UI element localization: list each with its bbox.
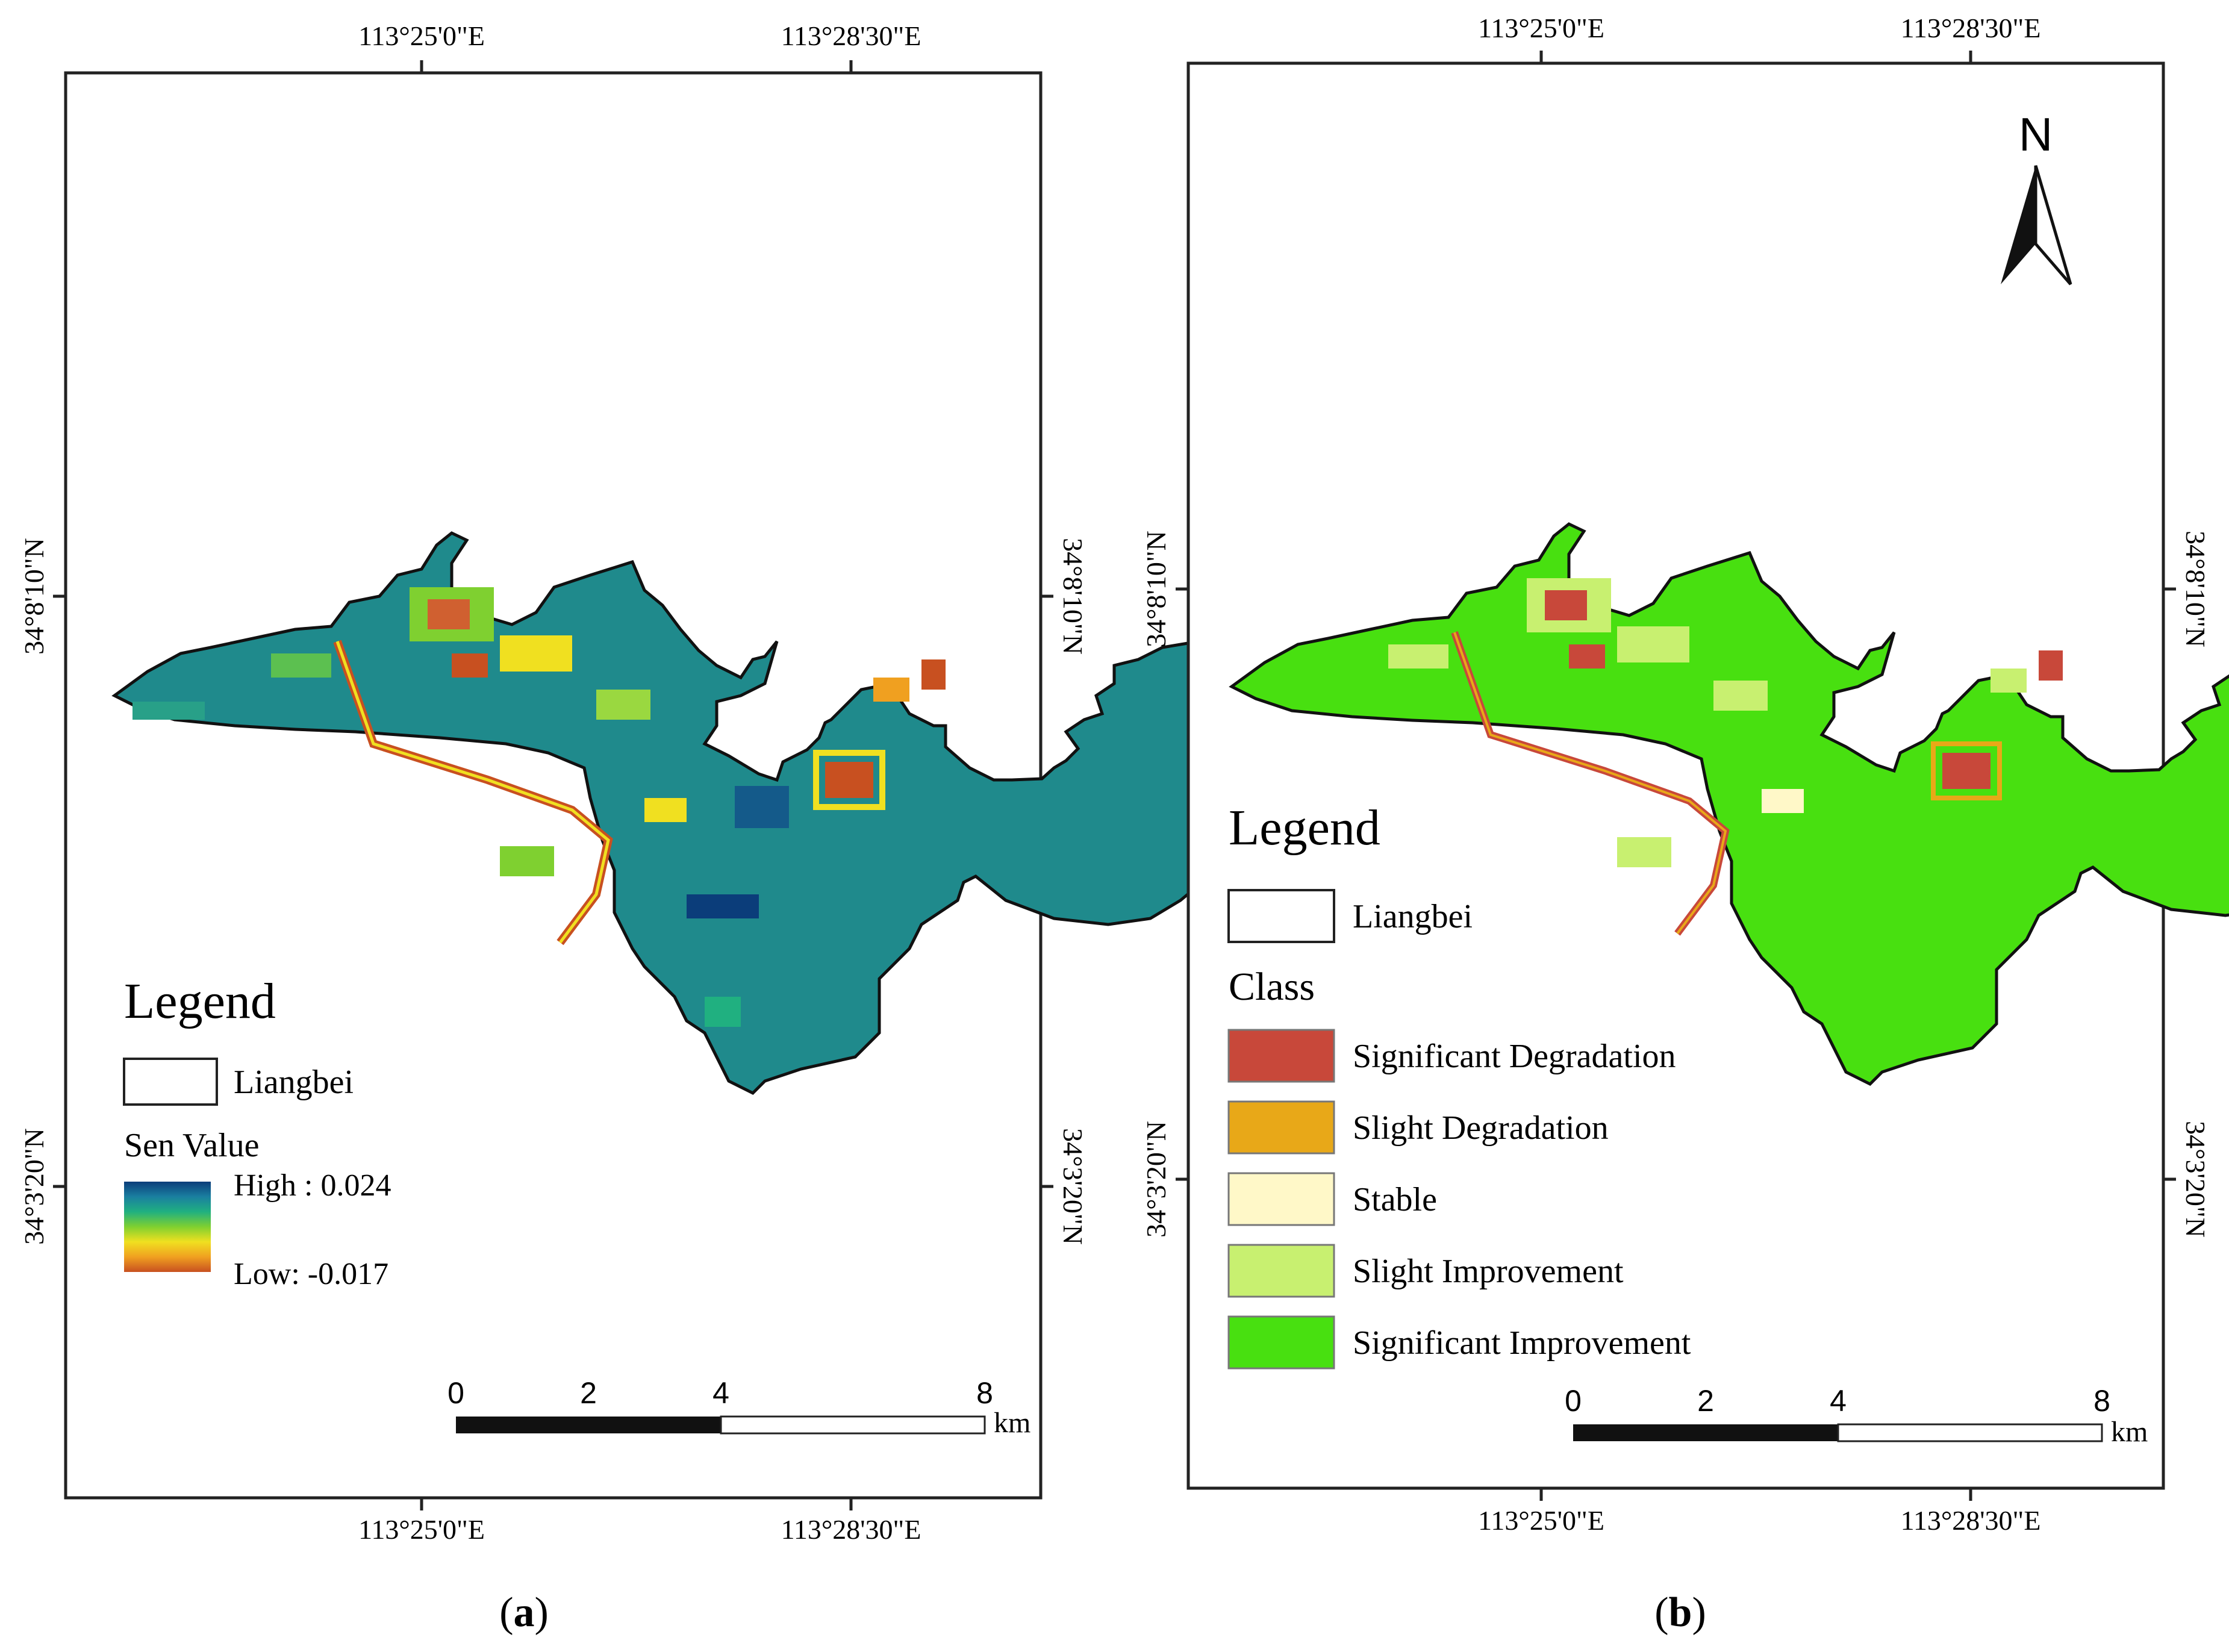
- liangbei-region: [1232, 524, 2229, 1084]
- coord-right-label: 34°8'10"N: [1058, 538, 1088, 655]
- class-label: Slight Improvement: [1353, 1253, 1624, 1290]
- class-item: Stable: [1227, 1172, 1437, 1226]
- panel-b: 113°25'0"E 113°28'30"E 113°25'0"E 113°28…: [1141, 13, 2229, 1636]
- class-swatch: [1227, 1172, 1335, 1226]
- legend-title: Legend: [1229, 800, 1380, 856]
- class-label: Significant Improvement: [1353, 1324, 1691, 1362]
- graticule-ticks: [53, 60, 1053, 1510]
- sen-value-ramp: [124, 1182, 211, 1272]
- class-title: Class: [1229, 965, 1315, 1009]
- coord-left-label: 34°3'20"N: [1141, 1121, 1171, 1238]
- scale-tick-label: 2: [1697, 1384, 1714, 1418]
- scale-unit-label: km: [2111, 1416, 2148, 1448]
- coord-top-label: 113°25'0"E: [1478, 13, 1604, 43]
- coord-left-label: 34°8'10"N: [1141, 531, 1171, 647]
- boundary-label: Liangbei: [234, 1064, 354, 1101]
- scale-segment-0-4: [456, 1417, 721, 1433]
- north-label: N: [2019, 108, 2053, 161]
- class-label: Significant Degradation: [1353, 1038, 1676, 1075]
- coord-right-label: 34°3'20"N: [2180, 1121, 2211, 1238]
- legend: Legend Liangbei Class Significant Degrad…: [1227, 800, 1691, 1370]
- scale-tick-label: 8: [2093, 1384, 2110, 1418]
- scale-tick-label: 2: [580, 1376, 597, 1410]
- panel-caption: (a): [499, 1589, 549, 1636]
- class-item: Slight Improvement: [1227, 1244, 1624, 1298]
- boundary-swatch: [1227, 889, 1335, 943]
- panel-caption: (b): [1654, 1589, 1706, 1636]
- legend: Legend Liangbei Sen Value High : 0.024 L…: [123, 973, 391, 1291]
- class-label: Stable: [1353, 1181, 1437, 1218]
- liangbei-region: [114, 533, 1253, 1093]
- scale-tick-label: 4: [1830, 1384, 1847, 1418]
- class-item: Significant Degradation: [1227, 1029, 1676, 1083]
- scale-tick-label: 4: [712, 1376, 729, 1410]
- boundary-label: Liangbei: [1353, 898, 1473, 935]
- class-swatch: [1227, 1029, 1335, 1083]
- class-swatch: [1227, 1244, 1335, 1298]
- scale-segment-4-8: [1837, 1423, 2103, 1442]
- coord-top-label: 113°28'30"E: [1901, 13, 2041, 43]
- coord-top-label: 113°28'30"E: [781, 20, 921, 51]
- coord-left-label: 34°8'10"N: [19, 538, 49, 655]
- north-arrow-icon: [2034, 165, 2072, 285]
- scale-tick-label: 0: [1565, 1384, 1582, 1418]
- scale-segment-0-4: [1573, 1424, 1838, 1441]
- class-label: Slight Degradation: [1353, 1109, 1609, 1147]
- coord-bottom-label: 113°25'0"E: [358, 1514, 485, 1545]
- raster-patches: [132, 587, 946, 1027]
- class-item: Significant Improvement: [1227, 1315, 1691, 1370]
- legend-title: Legend: [124, 973, 276, 1029]
- class-swatch: [1227, 1100, 1335, 1155]
- panel-a: 113°25'0"E 113°28'30"E 113°25'0"E 113°28…: [19, 20, 1253, 1636]
- coord-right-label: 34°3'20"N: [1058, 1128, 1088, 1245]
- coord-right-label: 34°8'10"N: [2180, 531, 2211, 647]
- raster-texture: [333, 640, 613, 946]
- ramp-low-label: Low: -0.017: [234, 1257, 388, 1291]
- graticule-ticks: [1176, 51, 2176, 1501]
- scale-tick-label: 8: [976, 1376, 993, 1410]
- raster-texture: [1451, 631, 1730, 936]
- class-swatch: [1227, 1315, 1335, 1370]
- coord-top-label: 113°25'0"E: [358, 20, 485, 51]
- boundary-swatch: [123, 1058, 218, 1106]
- scale-bar: 0 2 4 8 km: [447, 1376, 1030, 1439]
- scale-bar: 0 2 4 8 km: [1565, 1384, 2148, 1448]
- ramp-title: Sen Value: [124, 1127, 260, 1164]
- raster-patches: [1388, 578, 2063, 867]
- coord-left-label: 34°3'20"N: [19, 1128, 49, 1245]
- coord-bottom-label: 113°25'0"E: [1478, 1505, 1604, 1536]
- coord-bottom-label: 113°28'30"E: [781, 1514, 921, 1545]
- scale-tick-label: 0: [447, 1376, 464, 1410]
- north-arrow: N: [2001, 108, 2072, 285]
- coord-bottom-label: 113°28'30"E: [1901, 1505, 2041, 1536]
- scale-segment-4-8: [720, 1415, 986, 1435]
- scale-unit-label: km: [994, 1407, 1030, 1439]
- north-arrow-icon: [2001, 166, 2036, 284]
- ramp-high-label: High : 0.024: [234, 1168, 391, 1203]
- class-item: Slight Degradation: [1227, 1100, 1609, 1155]
